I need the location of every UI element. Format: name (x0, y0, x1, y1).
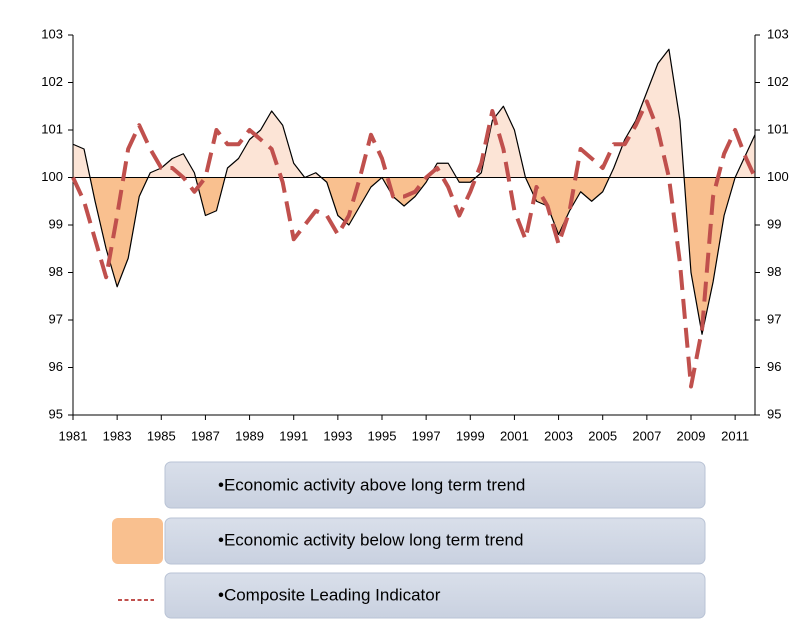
x-tick-label: 1983 (103, 428, 132, 443)
x-tick-label: 1993 (323, 428, 352, 443)
y-tick-label: 101 (41, 121, 63, 136)
y2-tick-label: 97 (767, 311, 781, 326)
x-tick-label: 2003 (544, 428, 573, 443)
y-tick-label: 102 (41, 74, 63, 89)
legend-label: •Economic activity below long term trend (218, 530, 523, 549)
x-tick-label: 1987 (191, 428, 220, 443)
legend-swatch (112, 518, 163, 564)
y2-tick-label: 101 (767, 121, 789, 136)
area-below (73, 177, 755, 335)
x-tick-label: 2005 (588, 428, 617, 443)
legend-box (164, 517, 706, 565)
x-tick-label: 2009 (677, 428, 706, 443)
x-tick-label: 1989 (235, 428, 264, 443)
y2-tick-label: 102 (767, 74, 789, 89)
y2-tick-label: 98 (767, 264, 781, 279)
y-tick-label: 96 (49, 359, 63, 374)
y-tick-label: 97 (49, 311, 63, 326)
x-tick-label: 2011 (721, 428, 749, 443)
legend-label: •Economic activity above long term trend (218, 475, 525, 494)
x-tick-label: 1995 (368, 428, 397, 443)
y2-tick-label: 100 (767, 169, 789, 184)
x-tick-label: 2007 (632, 428, 661, 443)
y-tick-label: 99 (49, 216, 63, 231)
y2-tick-label: 95 (767, 406, 781, 421)
x-tick-label: 2001 (500, 428, 529, 443)
y2-tick-label: 103 (767, 26, 789, 41)
y-tick-label: 98 (49, 264, 63, 279)
y-tick-label: 100 (41, 169, 63, 184)
y2-tick-label: 99 (767, 216, 781, 231)
activity-line (72, 48, 756, 335)
x-tick-label: 1985 (147, 428, 176, 443)
legend-label: •Composite Leading Indicator (218, 585, 441, 604)
x-tick-label: 1999 (456, 428, 485, 443)
y-tick-label: 103 (41, 26, 63, 41)
x-tick-label: 1991 (279, 428, 308, 443)
legend-box (164, 461, 706, 509)
x-tick-label: 1997 (412, 428, 441, 443)
y2-tick-label: 96 (767, 359, 781, 374)
x-tick-label: 1981 (59, 428, 88, 443)
cli-line (71, 99, 757, 389)
y-tick-label: 95 (49, 406, 63, 421)
legend-box (164, 572, 706, 619)
